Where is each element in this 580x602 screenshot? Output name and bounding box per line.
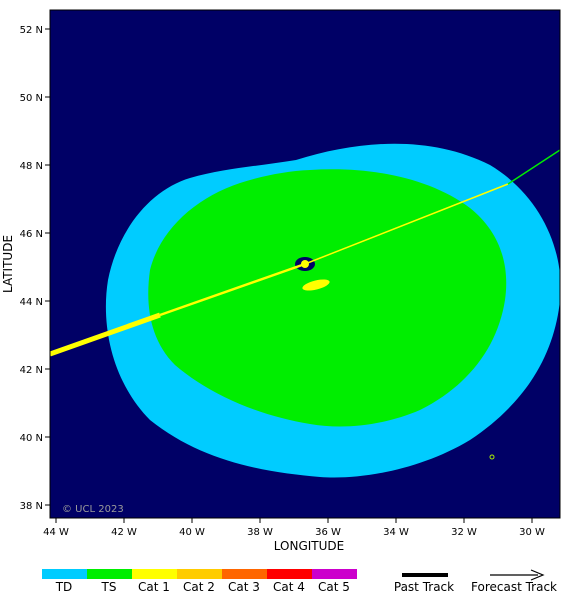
legend-swatch-ts [87, 569, 132, 579]
legend-label-cat4: Cat 4 [273, 580, 305, 594]
lon-tick-label: 36 W [315, 527, 341, 538]
small-wind-spot [489, 454, 495, 460]
forecast-track-line-extended [507, 149, 560, 185]
tropical-storm-wind-swath [148, 169, 507, 427]
lat-tick-label: 38 N [20, 501, 43, 512]
storm-center-marker [301, 260, 309, 268]
legend-label-cat1: Cat 1 [138, 580, 170, 594]
legend-label-cat2: Cat 2 [183, 580, 215, 594]
lon-tick-label: 40 W [179, 527, 205, 538]
legend-label-td: TD [55, 580, 73, 594]
lon-tick-label: 42 W [111, 527, 137, 538]
legend-label-cat3: Cat 3 [228, 580, 260, 594]
legend-swatch-cat2 [177, 569, 222, 579]
y-axis-title: LATITUDE [1, 235, 15, 293]
lon-tick-label: 44 W [43, 527, 69, 538]
lat-tick-label: 42 N [20, 365, 43, 376]
forecast-track-legend-label: Forecast Track [471, 580, 557, 594]
lon-tick-label: 34 W [383, 527, 409, 538]
forecast-track-line [304, 183, 509, 265]
legend-swatch-cat4 [267, 569, 312, 579]
legend-label-cat5: Cat 5 [318, 580, 350, 594]
map-plot-area: © UCL 2023 [50, 10, 560, 518]
lat-tick-label: 48 N [20, 161, 43, 172]
lat-tick-label: 50 N [20, 93, 43, 104]
plot-frame [49, 9, 561, 519]
past-track-line [50, 312, 161, 357]
legend-swatch-cat5 [312, 569, 357, 579]
legend-swatch-td [42, 569, 87, 579]
lat-tick-label: 46 N [20, 229, 43, 240]
lat-tick-label: 40 N [20, 433, 43, 444]
legend-swatch-cat3 [222, 569, 267, 579]
lon-tick-label: 32 W [451, 527, 477, 538]
lon-tick-label: 30 W [519, 527, 545, 538]
lon-tick-label: 38 W [247, 527, 273, 538]
copyright-watermark: © UCL 2023 [62, 504, 124, 515]
latitude-axis: 38 N 40 N 42 N 44 N 46 N 48 N 50 N 52 N [20, 25, 50, 512]
longitude-axis: 44 W 42 W 40 W 38 W 36 W 34 W 32 W 30 W [43, 518, 545, 538]
forecast-track-arrow-icon [530, 569, 545, 581]
past-track-line-recent [159, 262, 306, 317]
category-1-wind-area [302, 279, 330, 291]
lat-tick-label: 44 N [20, 297, 43, 308]
legend-swatch-cat1 [132, 569, 177, 579]
lat-tick-label: 52 N [20, 25, 43, 36]
x-axis-title: LONGITUDE [274, 539, 344, 553]
past-track-legend-label: Past Track [394, 580, 454, 594]
intensity-legend: TD TS Cat 1 Cat 2 Cat 3 Cat 4 Cat 5 Past… [42, 569, 557, 594]
legend-label-ts: TS [101, 580, 117, 594]
